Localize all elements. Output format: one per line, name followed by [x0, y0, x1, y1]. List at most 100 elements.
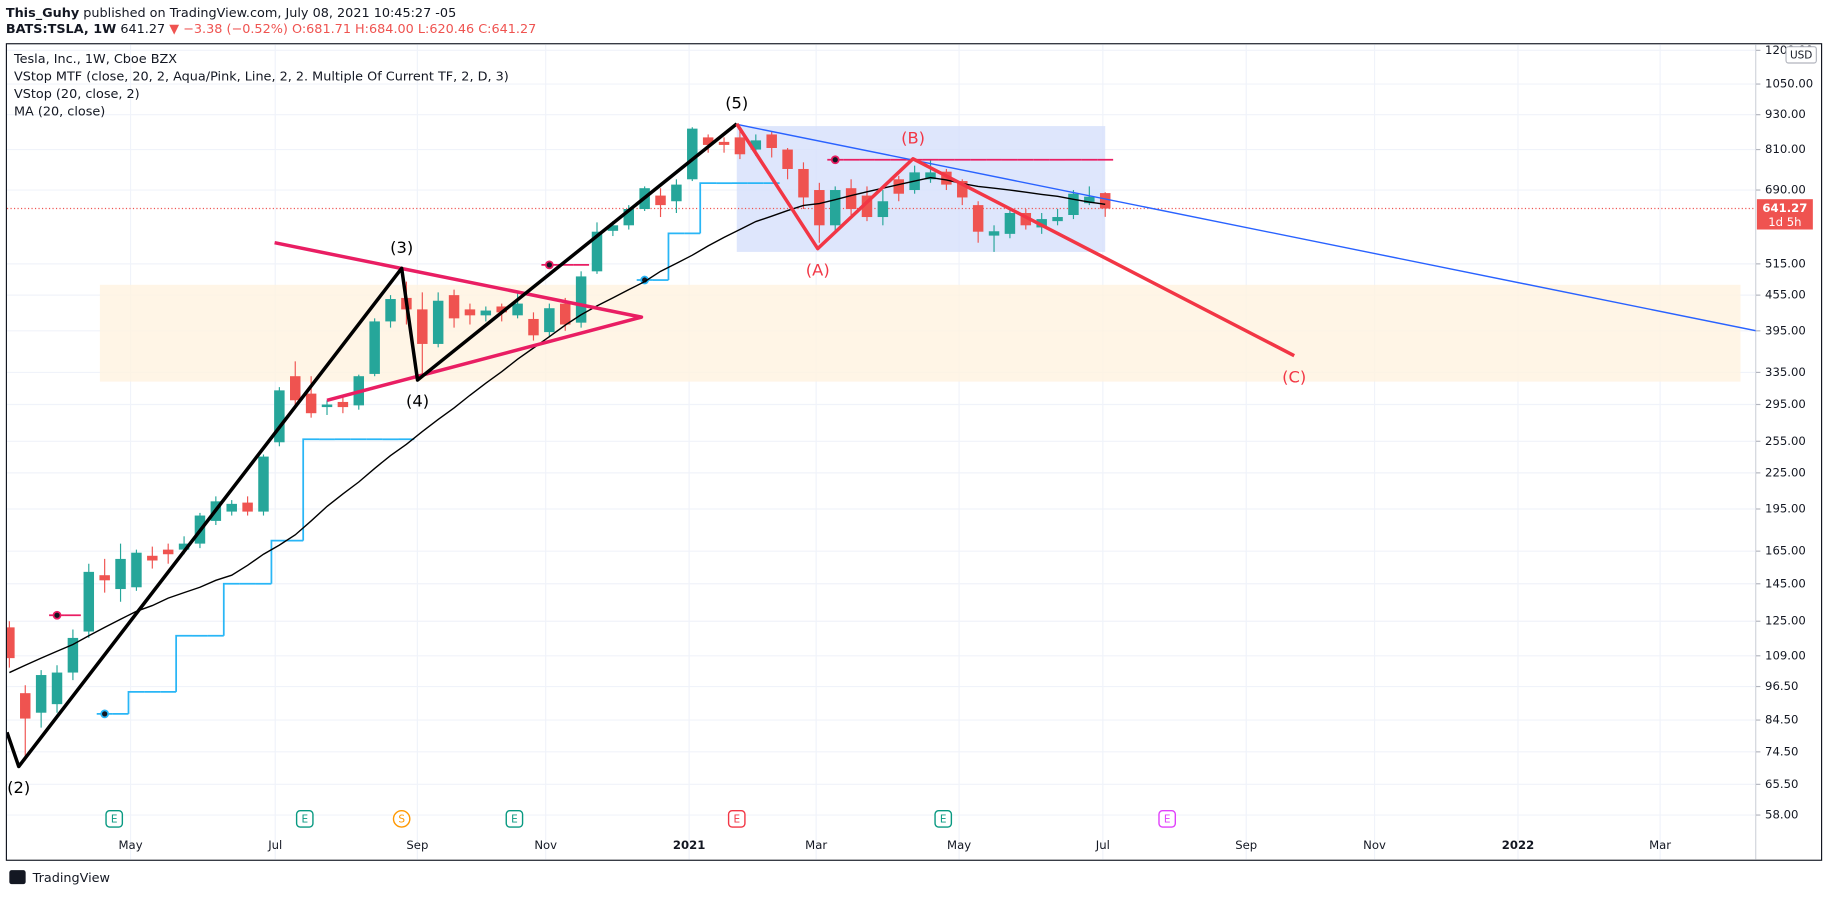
event-label: E: [301, 813, 308, 825]
candle-body: [178, 543, 190, 550]
x-tick-label: Nov: [1363, 838, 1386, 852]
x-tick-label: Jul: [1095, 838, 1110, 852]
indicator-step: [667, 232, 685, 281]
y-tick-label: 109.00: [1765, 648, 1806, 662]
y-tick-label: 255.00: [1765, 434, 1806, 448]
candle-body: [528, 318, 539, 336]
candle-body: [1052, 217, 1063, 222]
y-tick-label: 1050.00: [1765, 77, 1813, 91]
event-label: E: [733, 813, 740, 825]
wave-label: (5): [725, 93, 748, 112]
currency-box: [1785, 46, 1817, 64]
indicator-start-dot: [52, 610, 62, 620]
x-tick-label: Sep: [406, 838, 428, 852]
candle-body: [290, 376, 301, 401]
indicator-step: [302, 438, 320, 541]
candle-body: [814, 190, 825, 226]
candle-body: [972, 205, 984, 232]
y-tick-label: 335.00: [1765, 365, 1806, 379]
published: published on TradingView.com, July 08, 2…: [83, 5, 456, 20]
wave-label: (C): [1282, 367, 1306, 386]
candle-body: [734, 137, 746, 155]
y-tick-label: 74.50: [1765, 744, 1798, 758]
indicator-step: [699, 182, 717, 234]
candle-body: [464, 309, 476, 316]
plot-area: [6, 44, 1756, 860]
event-label: E: [111, 813, 118, 825]
symbol: BATS:TSLA, 1W: [6, 22, 116, 37]
candle-body: [671, 184, 682, 202]
indicator-line: [9, 176, 1106, 674]
wave-label: (2): [7, 778, 30, 797]
candle-body: [1099, 193, 1111, 209]
zone: [736, 126, 1106, 252]
event-marker: [392, 809, 411, 828]
x-tick-label: 2022: [1502, 838, 1534, 852]
quote: 641.27: [120, 22, 165, 37]
chart-title: Tesla, Inc., 1W, Cboe BZX: [13, 52, 177, 67]
x-tick-label: Jul: [267, 838, 282, 852]
candle-body: [305, 393, 317, 414]
candle-body: [687, 128, 698, 180]
candle-body: [1004, 212, 1016, 234]
y-tick-label: 295.00: [1765, 397, 1806, 411]
trend-line: [274, 241, 644, 402]
candle-body: [496, 306, 507, 313]
candle-body: [988, 231, 1000, 236]
legend-entry: MA (20, close): [14, 104, 105, 119]
event-marker: [295, 809, 314, 828]
candle-body: [67, 637, 79, 673]
y-tick-label: 96.50: [1765, 679, 1798, 693]
candle-body: [35, 675, 47, 713]
candle-body: [623, 209, 635, 226]
candle-body: [321, 404, 333, 408]
indicator-start-dot: [830, 155, 840, 165]
event-marker: [727, 809, 746, 828]
x-tick-label: May: [119, 838, 143, 852]
countdown-label: 1d 5h: [1768, 215, 1801, 229]
x-tick-label: Mar: [805, 838, 827, 852]
wave-label: (A): [806, 260, 830, 279]
candle-body: [448, 295, 460, 319]
frame: [5, 43, 1823, 861]
candle-body: [162, 549, 174, 555]
currency-label: USD: [1790, 49, 1812, 61]
candle-body: [115, 558, 126, 590]
candle-body: [829, 190, 841, 226]
quote-line: BATS:TSLA, 1W 641.27 ▼ −3.38 (−0.52%) O:…: [6, 22, 536, 37]
candle-body: [925, 172, 936, 180]
candle-body: [861, 195, 873, 218]
candle-body: [432, 300, 444, 344]
event-marker: [105, 809, 124, 828]
author: This_Guhy: [6, 5, 80, 20]
candle-body: [417, 309, 428, 344]
candle-body: [782, 149, 793, 169]
event-marker: [505, 809, 524, 828]
candle-body: [591, 231, 603, 272]
candle-body: [1068, 193, 1079, 216]
trend-line: [6, 122, 738, 769]
x-tick-label: Sep: [1235, 838, 1257, 852]
y-tick-label: 690.00: [1765, 183, 1806, 197]
trend-line: [736, 123, 1756, 332]
candle-body: [99, 575, 110, 581]
candle-body: [750, 140, 762, 150]
event-label: E: [511, 813, 518, 825]
x-tick-label: 2021: [673, 838, 705, 852]
candle-body: [1020, 212, 1032, 226]
y-tick-label: 515.00: [1765, 256, 1806, 270]
candle-body: [544, 308, 555, 333]
candle-body: [766, 134, 777, 149]
candle-body: [258, 456, 269, 512]
event-label: S: [398, 813, 405, 825]
candle-body: [702, 137, 714, 145]
candle-body: [1084, 196, 1095, 204]
trend-line: [735, 122, 1295, 358]
candle-body: [845, 188, 857, 210]
candle-body: [655, 195, 666, 206]
candle-body: [957, 181, 968, 198]
candle-body: [893, 179, 904, 194]
candle-body: [20, 693, 31, 719]
ohlc: O:681.71 H:684.00 L:620.46 C:641.27: [292, 22, 536, 37]
candle-body: [480, 310, 492, 316]
